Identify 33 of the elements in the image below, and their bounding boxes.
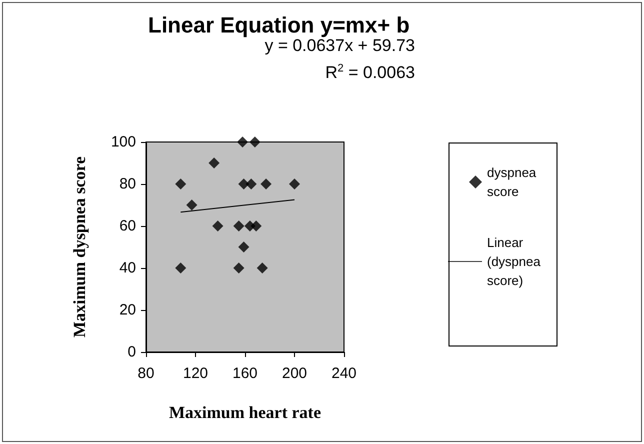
- x-tick-label: 200: [282, 365, 308, 382]
- y-tick-label: 40: [119, 260, 136, 276]
- point: [212, 220, 224, 232]
- text: y = 0.0637x + 59.73: [264, 36, 416, 55]
- point: [186, 200, 198, 210]
- y-tick-label: 0: [128, 344, 136, 360]
- y-tick-label: 100: [110, 134, 136, 150]
- x-tick-label: 240: [331, 365, 357, 382]
- x-tick-label: 160: [232, 365, 258, 382]
- legend-label: Linear (dyspnea score): [487, 235, 542, 288]
- point: [233, 262, 244, 274]
- point: [289, 178, 300, 190]
- x-tick-label: 120: [182, 365, 208, 382]
- point: [238, 178, 250, 190]
- point: [260, 178, 272, 190]
- x-axis-title: Maximum heart rate: [168, 403, 322, 422]
- point: [237, 136, 248, 148]
- y-tick-label: 60: [119, 218, 136, 234]
- chart-title: Linear Equation y=mx+ b: [148, 12, 410, 38]
- point: [256, 262, 268, 274]
- x-tick-label: 80: [138, 365, 154, 382]
- point: [250, 220, 262, 232]
- y-axis-title: Maximum dyspnea score: [70, 156, 89, 338]
- point: [249, 136, 260, 148]
- point: [246, 178, 257, 190]
- point: [175, 178, 186, 190]
- legend-label: dyspnea score: [487, 165, 537, 199]
- point: [238, 242, 250, 252]
- point: [233, 220, 244, 232]
- point: [208, 158, 220, 168]
- y-tick-label: 80: [119, 176, 136, 192]
- y-tick-label: 20: [119, 302, 136, 318]
- point: [175, 262, 186, 274]
